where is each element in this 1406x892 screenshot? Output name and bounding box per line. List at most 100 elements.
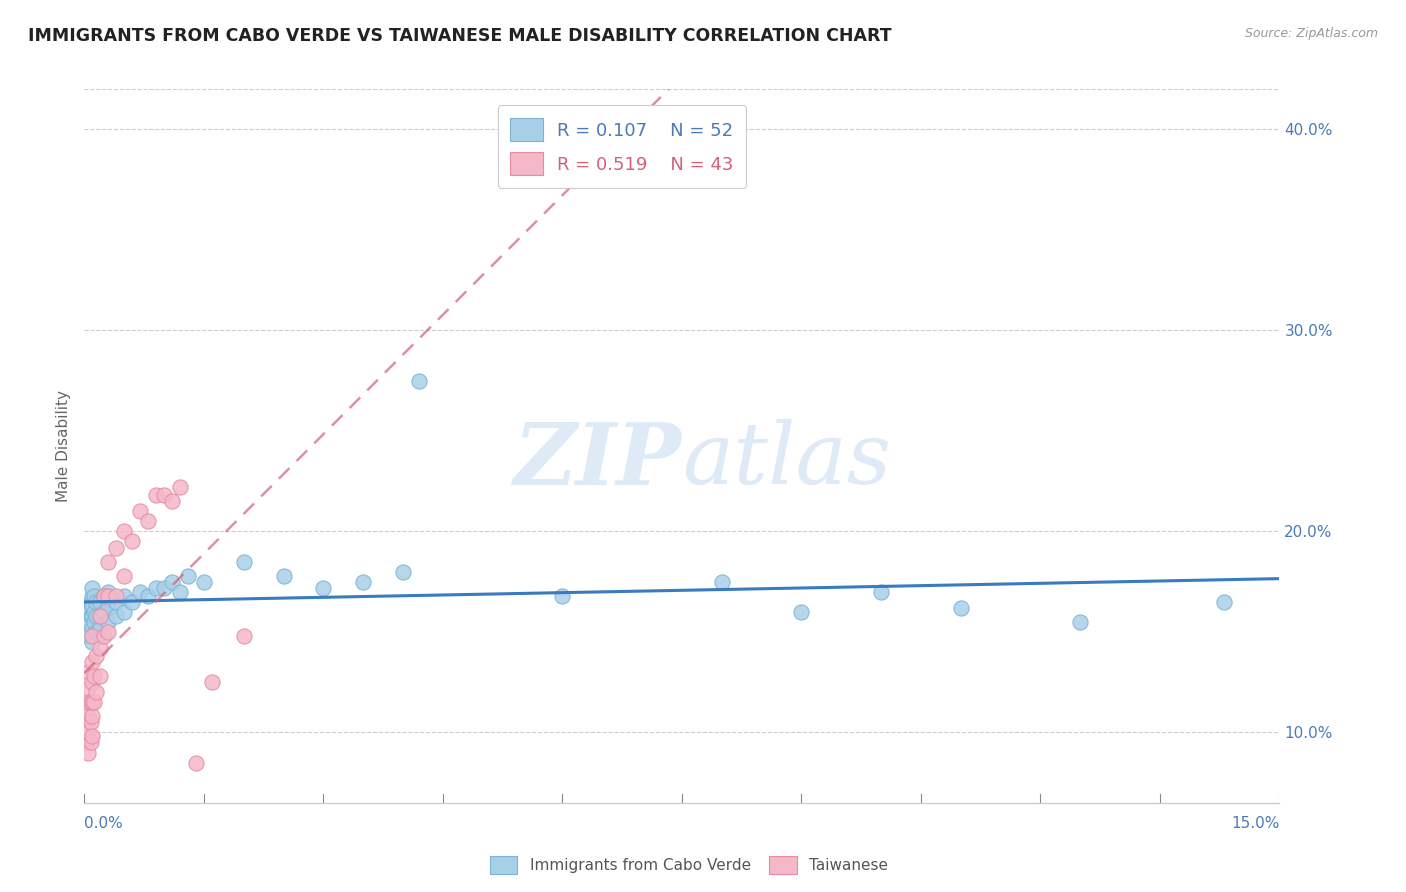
Legend: Immigrants from Cabo Verde, Taiwanese: Immigrants from Cabo Verde, Taiwanese: [484, 850, 894, 880]
Point: [112, 589, 135, 603]
Point: [77, 695, 100, 709]
Point: [551, 589, 574, 603]
Point: [121, 534, 143, 549]
Point: [136, 589, 159, 603]
Point: [392, 565, 415, 579]
Point: [82, 709, 104, 723]
Point: [83, 615, 105, 629]
Point: [89, 595, 111, 609]
Point: [83, 605, 105, 619]
Point: [93, 589, 115, 603]
Point: [201, 675, 224, 690]
Point: [112, 605, 135, 619]
Y-axis label: Male Disability: Male Disability: [56, 390, 72, 502]
Point: [82, 629, 104, 643]
Point: [153, 488, 176, 502]
Point: [184, 756, 207, 770]
Point: [232, 629, 254, 643]
Text: atlas: atlas: [682, 419, 891, 501]
Point: [77, 681, 100, 696]
Point: [710, 574, 733, 589]
Point: [145, 581, 167, 595]
Point: [80, 608, 103, 623]
Point: [129, 584, 152, 599]
Point: [1069, 615, 1091, 629]
Point: [169, 480, 191, 494]
Point: [77, 709, 100, 723]
Point: [80, 695, 103, 709]
Point: [232, 555, 254, 569]
Point: [97, 584, 120, 599]
Point: [408, 374, 430, 388]
Point: [273, 568, 295, 582]
Point: [312, 581, 335, 595]
Point: [177, 568, 200, 582]
Point: [83, 589, 105, 603]
Point: [77, 725, 100, 739]
Legend: R = 0.107    N = 52, R = 0.519    N = 43: R = 0.107 N = 52, R = 0.519 N = 43: [498, 105, 747, 188]
Point: [105, 595, 128, 609]
Point: [97, 555, 120, 569]
Point: [82, 655, 104, 669]
Point: [89, 669, 111, 683]
Point: [160, 574, 183, 589]
Point: [105, 541, 128, 555]
Point: [82, 581, 104, 595]
Point: [82, 635, 104, 649]
Point: [82, 608, 104, 623]
Text: Source: ZipAtlas.com: Source: ZipAtlas.com: [1244, 27, 1378, 40]
Point: [80, 595, 103, 609]
Point: [77, 615, 100, 629]
Point: [77, 600, 100, 615]
Text: 0.0%: 0.0%: [84, 816, 124, 831]
Point: [1212, 595, 1234, 609]
Point: [93, 629, 115, 643]
Point: [97, 624, 120, 639]
Point: [97, 589, 120, 603]
Point: [77, 629, 100, 643]
Point: [82, 675, 104, 690]
Point: [82, 730, 104, 744]
Point: [89, 640, 111, 655]
Point: [80, 735, 103, 749]
Point: [83, 695, 105, 709]
Point: [82, 599, 104, 613]
Point: [193, 574, 215, 589]
Point: [949, 600, 972, 615]
Point: [86, 685, 108, 699]
Point: [121, 595, 143, 609]
Point: [790, 605, 813, 619]
Point: [86, 595, 108, 609]
Point: [112, 568, 135, 582]
Point: [89, 621, 111, 635]
Point: [82, 695, 104, 709]
Point: [89, 608, 111, 623]
Point: [93, 589, 115, 603]
Point: [83, 669, 105, 683]
Point: [97, 600, 120, 615]
Point: [169, 584, 191, 599]
Text: ZIP: ZIP: [515, 418, 682, 502]
Point: [86, 608, 108, 623]
Point: [86, 648, 108, 663]
Point: [86, 624, 108, 639]
Point: [82, 621, 104, 635]
Point: [76, 715, 98, 730]
Point: [129, 504, 152, 518]
Point: [153, 581, 176, 595]
Point: [76, 735, 98, 749]
Point: [77, 665, 100, 680]
Point: [105, 589, 128, 603]
Point: [870, 584, 893, 599]
Point: [89, 608, 111, 623]
Point: [97, 615, 120, 629]
Text: IMMIGRANTS FROM CABO VERDE VS TAIWANESE MALE DISABILITY CORRELATION CHART: IMMIGRANTS FROM CABO VERDE VS TAIWANESE …: [28, 27, 891, 45]
Point: [82, 589, 104, 603]
Point: [136, 515, 159, 529]
Point: [352, 574, 374, 589]
Point: [93, 605, 115, 619]
Point: [80, 715, 103, 730]
Point: [112, 524, 135, 539]
Point: [145, 488, 167, 502]
Text: 15.0%: 15.0%: [1232, 816, 1279, 831]
